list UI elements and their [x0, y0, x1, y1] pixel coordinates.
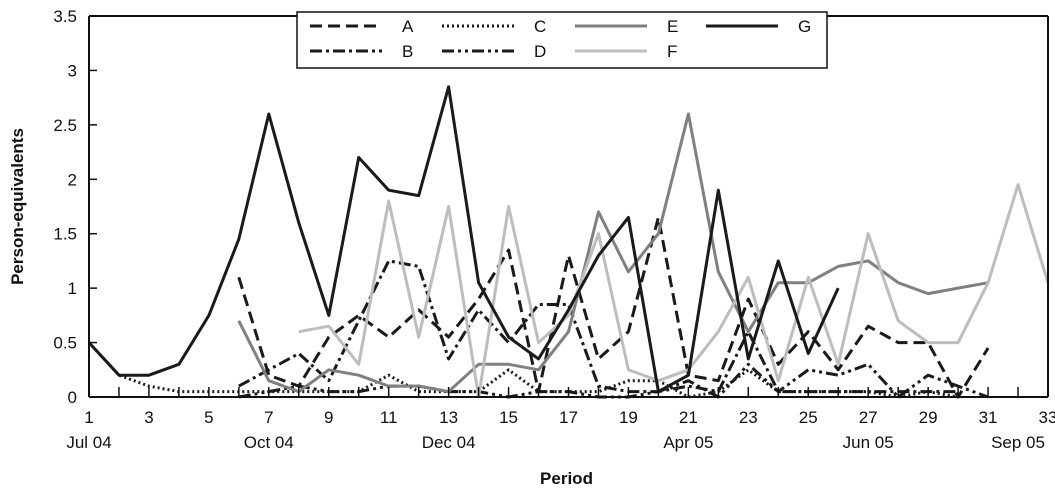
legend-label-g: G	[798, 17, 811, 36]
series-layer	[87, 85, 1050, 399]
x-date-label: Sep 05	[991, 433, 1045, 452]
series-line-a	[237, 215, 990, 399]
x-tick-label: 31	[979, 408, 998, 427]
x-tick-label: 33	[1039, 408, 1055, 427]
x-date-label: Jun 05	[843, 433, 894, 452]
legend-label-a: A	[402, 17, 414, 36]
y-tick-label: 2.5	[53, 116, 77, 135]
x-tick-label: 13	[439, 408, 458, 427]
x-tick-label: 15	[499, 408, 518, 427]
legend: AB CD EF G	[296, 11, 828, 69]
legend-label-f: F	[667, 42, 677, 61]
y-tick-label: 0.5	[53, 334, 77, 353]
x-tick-label: 23	[739, 408, 758, 427]
x-date-label: Dec 04	[422, 433, 476, 452]
legend-label-e: E	[667, 17, 678, 36]
y-axis-title: Person-equivalents	[8, 128, 27, 285]
y-tick-label: 1.5	[53, 225, 77, 244]
y-tick-label: 0	[68, 388, 77, 407]
y-tick-label: 3	[68, 61, 77, 80]
x-tick-label: 21	[679, 408, 698, 427]
x-date-label: Jul 04	[66, 433, 111, 452]
x-tick-label: 29	[919, 408, 938, 427]
x-tick-label: 9	[324, 408, 333, 427]
x-axis-title: Period	[540, 469, 593, 488]
y-tick-label: 2	[68, 170, 77, 189]
legend-label-c: C	[534, 17, 546, 36]
x-date-label: Apr 05	[663, 433, 713, 452]
x-tick-label: 27	[859, 408, 878, 427]
series-line-g	[87, 85, 840, 394]
series-line-c	[87, 341, 959, 399]
x-tick-label: 17	[559, 408, 578, 427]
x-date-label: Oct 04	[244, 433, 294, 452]
y-tick-label: 3.5	[53, 7, 77, 26]
x-tick-label: 5	[204, 408, 213, 427]
x-tick-label: 25	[799, 408, 818, 427]
x-tick-label: 3	[144, 408, 153, 427]
x-tick-label: 7	[264, 408, 273, 427]
y-tick-label: 1	[68, 279, 77, 298]
series-line-f	[298, 183, 1050, 399]
x-tick-label: 11	[380, 408, 398, 427]
ticks-layer: 1 3 5 7 9 11 13 15 17 19 21 23 25 27 29 31 3300.511.522.…	[53, 7, 1055, 452]
x-tick-label: 19	[619, 408, 638, 427]
x-tick-label: 1	[84, 408, 93, 427]
legend-box	[296, 11, 828, 69]
legend-label-b: B	[402, 42, 413, 61]
legend-label-d: D	[534, 42, 546, 61]
